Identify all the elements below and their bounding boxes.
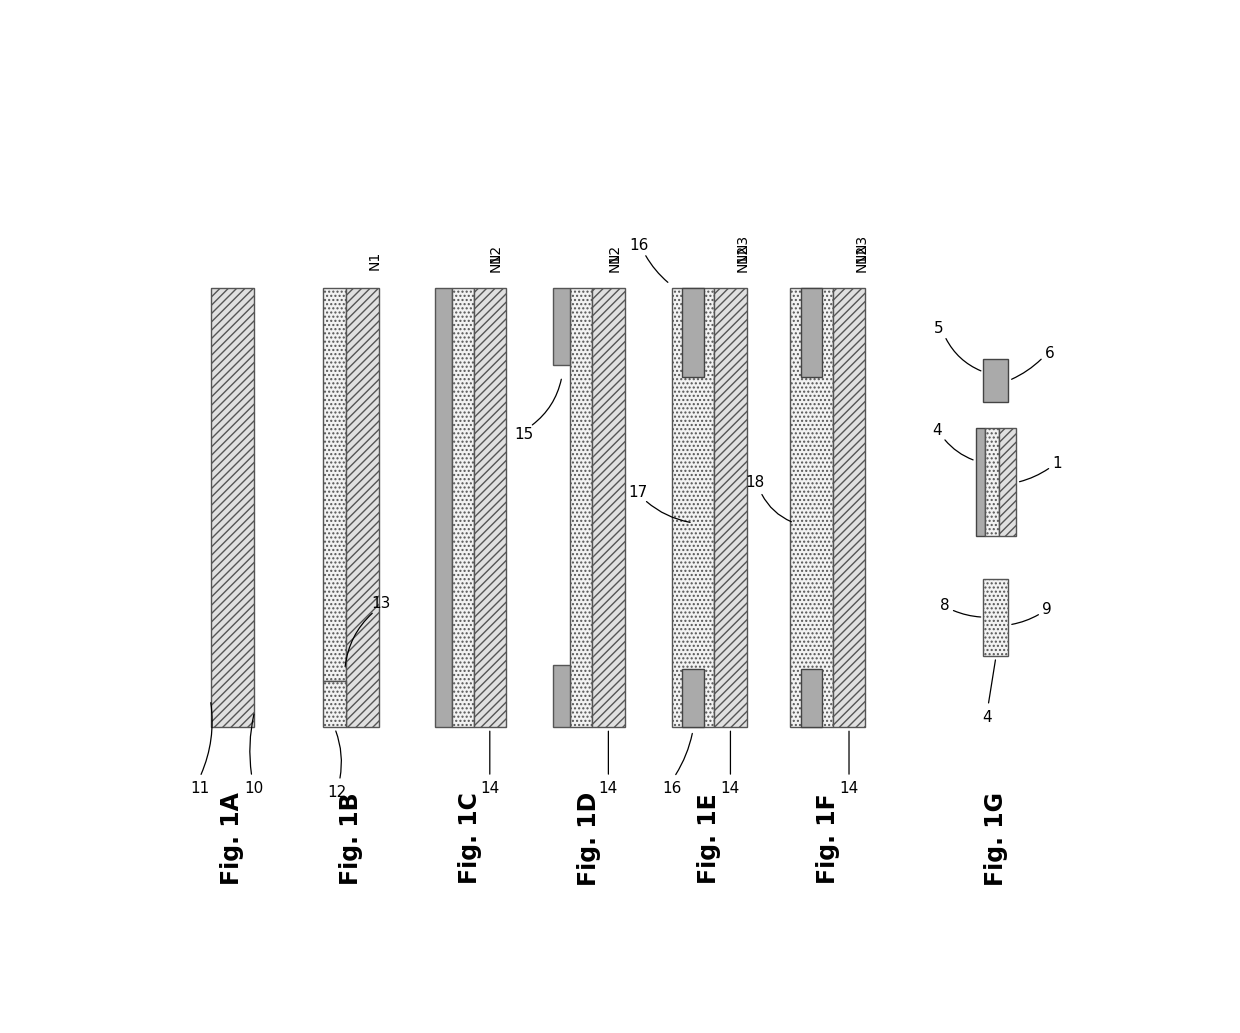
Text: N3: N3 <box>854 234 868 253</box>
Text: N1: N1 <box>608 252 621 272</box>
Bar <box>682 669 704 727</box>
Bar <box>833 288 866 727</box>
Text: N1: N1 <box>854 252 868 272</box>
Text: Fig. 1B: Fig. 1B <box>339 792 363 885</box>
Text: 14: 14 <box>839 781 858 796</box>
Bar <box>346 288 379 727</box>
Bar <box>672 288 714 727</box>
Text: Fig. 1F: Fig. 1F <box>816 793 839 884</box>
Bar <box>570 288 593 727</box>
Bar <box>790 288 833 727</box>
Text: 12: 12 <box>327 785 347 800</box>
Text: N1: N1 <box>368 251 382 271</box>
Text: 4: 4 <box>982 710 992 725</box>
Bar <box>714 288 746 727</box>
Bar <box>672 288 714 727</box>
Bar <box>593 288 625 727</box>
Bar <box>435 288 451 727</box>
Text: 9: 9 <box>1042 602 1052 617</box>
Text: 14: 14 <box>599 781 618 796</box>
Bar <box>985 429 999 536</box>
Bar <box>451 288 474 727</box>
Bar <box>983 578 1008 656</box>
Bar <box>682 288 704 376</box>
Bar <box>324 288 346 681</box>
Text: 16: 16 <box>629 239 649 253</box>
Bar <box>833 288 866 727</box>
Bar <box>999 429 1016 536</box>
Bar <box>983 359 1008 402</box>
Text: 1: 1 <box>1053 456 1061 471</box>
Text: 13: 13 <box>371 596 391 612</box>
Bar <box>324 288 346 681</box>
Bar <box>999 429 1016 536</box>
Text: 18: 18 <box>745 475 764 491</box>
Bar <box>983 578 1008 656</box>
Text: N1: N1 <box>489 252 503 272</box>
Bar <box>324 681 346 727</box>
Bar <box>346 288 379 727</box>
Text: Fig. 1A: Fig. 1A <box>221 792 244 885</box>
Bar <box>801 669 822 727</box>
Bar <box>553 665 570 727</box>
Text: N2: N2 <box>735 244 750 262</box>
Text: 4: 4 <box>932 422 942 438</box>
Text: 14: 14 <box>720 781 740 796</box>
Bar <box>474 288 506 727</box>
Bar <box>801 288 822 376</box>
Text: Fig. 1C: Fig. 1C <box>459 792 482 884</box>
Bar <box>553 288 570 365</box>
Bar <box>570 288 593 727</box>
Text: 6: 6 <box>1044 346 1054 361</box>
Bar <box>714 288 746 727</box>
Bar <box>451 288 474 727</box>
Text: 14: 14 <box>480 781 500 796</box>
Text: 17: 17 <box>629 484 647 500</box>
Text: Fig. 1E: Fig. 1E <box>697 793 722 884</box>
Text: 15: 15 <box>515 427 533 442</box>
Bar <box>985 429 999 536</box>
Text: N1: N1 <box>735 252 750 272</box>
Text: 5: 5 <box>934 321 944 336</box>
Bar <box>211 288 254 727</box>
Bar <box>593 288 625 727</box>
Text: N2: N2 <box>489 244 503 262</box>
Bar <box>474 288 506 727</box>
Text: Fig. 1D: Fig. 1D <box>577 791 601 885</box>
Bar <box>211 288 254 727</box>
Text: 16: 16 <box>662 781 682 796</box>
Text: N2: N2 <box>608 244 621 262</box>
Bar <box>790 288 833 727</box>
Bar <box>324 681 346 727</box>
Text: Fig. 1G: Fig. 1G <box>983 791 1008 885</box>
Text: 11: 11 <box>190 781 210 796</box>
Text: N2: N2 <box>854 244 868 262</box>
Text: 8: 8 <box>940 598 950 614</box>
Text: 10: 10 <box>244 781 264 796</box>
Text: N3: N3 <box>735 234 750 253</box>
Bar <box>976 429 985 536</box>
